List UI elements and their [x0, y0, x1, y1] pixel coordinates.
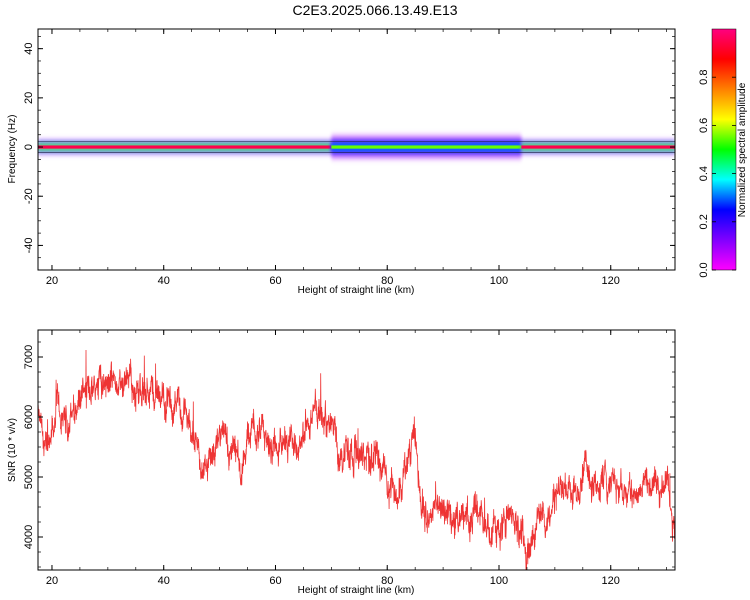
y-tick-label: 40	[23, 43, 35, 55]
y-tick-label: 0	[23, 144, 35, 150]
spectrogram-peak-line	[521, 145, 675, 149]
x-tick-label: 100	[490, 275, 508, 287]
x-tick-label: 20	[46, 575, 58, 587]
y-tick-label: 6000	[23, 405, 35, 429]
y-tick-label: 7000	[23, 345, 35, 369]
spectrogram-plot-area	[38, 29, 675, 270]
spectrogram-frame	[37, 28, 676, 271]
colorbar-tick-label: 0.6	[698, 118, 710, 133]
y-tick-label: 20	[23, 92, 35, 104]
spectrogram-peak-line	[38, 145, 332, 149]
spectrogram-y-ticks: -40 -20 0 20 40	[23, 36, 675, 271]
snr-panel: 20 40 60 80 100 120 4000 5000 6000 7000 Height o…	[7, 329, 676, 596]
x-tick-label: 120	[602, 275, 620, 287]
spectrogram-ridge	[331, 134, 522, 160]
spectrogram-y-axis-label: Frequency (Hz)	[7, 115, 18, 184]
snr-y-ticks: 4000 5000 6000 7000	[23, 341, 675, 568]
x-tick-label: 40	[158, 275, 170, 287]
y-tick-label: -40	[23, 237, 35, 253]
x-tick-label: 60	[269, 275, 281, 287]
page-title: C2E3.2025.066.13.49.E13	[292, 2, 458, 18]
x-tick-label: 120	[602, 575, 620, 587]
spectrogram-ridge	[521, 139, 675, 155]
x-tick-label: 60	[269, 575, 281, 587]
colorbar: 0.0 0.2 0.4 0.6 0.8 Normalized spectral ampl…	[698, 28, 748, 278]
snr-y-axis-label: SNR (10 * v/v)	[7, 418, 18, 482]
colorbar-label: Normalized spectral amplitude	[737, 82, 748, 217]
x-tick-label: 80	[381, 275, 393, 287]
snr-series-line	[38, 349, 675, 570]
snr-x-axis-label: Height of straight line (km)	[298, 585, 415, 596]
spectrogram-panel: 20 40 60 80 100 120 -40 -20 0 20 40 Height of str…	[7, 28, 676, 296]
spectrogram-ridge	[38, 139, 332, 155]
spectrogram-peak-line	[331, 145, 522, 149]
colorbar-tick-label: 0.4	[698, 166, 710, 181]
snr-frame	[37, 329, 676, 571]
colorbar-gradient	[711, 28, 737, 271]
colorbar-tick-label: 0.8	[698, 70, 710, 85]
spectrogram-x-axis-label: Height of straight line (km)	[298, 285, 415, 296]
x-tick-label: 40	[158, 575, 170, 587]
colorbar-tick-label: 0.0	[698, 262, 710, 277]
x-tick-label: 80	[381, 575, 393, 587]
spectrogram-x-ticks: 20 40 60 80 100 120	[46, 29, 667, 287]
y-tick-label: 4000	[23, 525, 35, 549]
y-tick-label: -20	[23, 188, 35, 204]
y-tick-label: 5000	[23, 465, 35, 489]
snr-plot-area	[38, 349, 675, 570]
snr-x-ticks: 20 40 60 80 100 120	[46, 330, 667, 587]
colorbar-ticks: 0.0 0.2 0.4 0.6 0.8	[698, 70, 736, 278]
colorbar-tick-label: 0.2	[698, 214, 710, 229]
x-tick-label: 100	[490, 575, 508, 587]
x-tick-label: 20	[46, 275, 58, 287]
